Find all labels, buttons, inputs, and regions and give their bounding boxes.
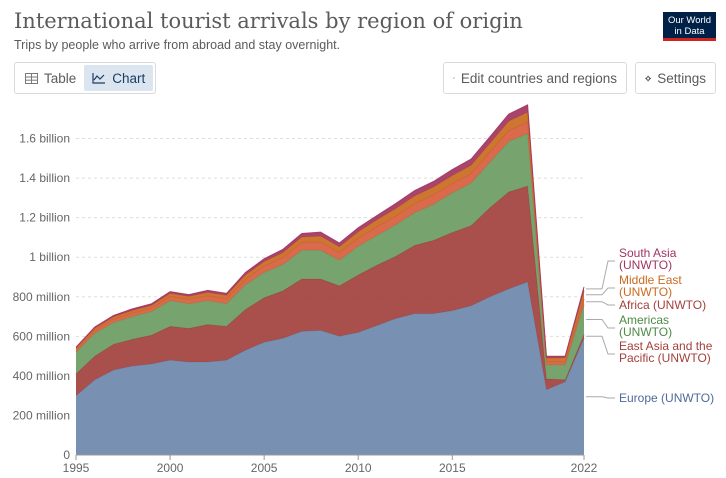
tab-table[interactable]: Table xyxy=(17,65,84,91)
edit-countries-button[interactable]: Edit countries and regions xyxy=(443,62,627,94)
tab-table-label: Table xyxy=(44,70,77,86)
x-tick-label: 2000 xyxy=(157,461,184,475)
y-tick-label: 0 xyxy=(63,448,70,462)
legend-label[interactable]: Africa (UNWTO) xyxy=(619,298,706,312)
area-series-3[interactable] xyxy=(76,122,584,365)
legend-connector xyxy=(586,396,615,399)
logo-line-1: Our World xyxy=(667,15,712,26)
area-series-2[interactable] xyxy=(76,133,584,380)
settings-label: Settings xyxy=(657,70,706,86)
legend-label-line2: Pacific (UNWTO) xyxy=(619,351,711,365)
x-tick-label: 2022 xyxy=(571,461,598,475)
y-tick-label: 1.4 billion xyxy=(19,171,70,185)
area-chart-icon xyxy=(92,73,106,84)
x-tick-label: 2005 xyxy=(251,461,278,475)
series-areas xyxy=(75,104,585,455)
legend-label[interactable]: Europe (UNWTO) xyxy=(619,391,714,405)
legend-label[interactable]: Americas xyxy=(619,313,669,327)
settings-button[interactable]: Settings xyxy=(635,62,716,94)
legend: South Asia(UNWTO)Middle East(UNWTO)Afric… xyxy=(586,246,714,405)
y-tick-label: 1.6 billion xyxy=(19,132,70,146)
x-tick-label: 1995 xyxy=(63,461,90,475)
x-tick-label: 2015 xyxy=(439,461,466,475)
area-series-1[interactable] xyxy=(76,186,584,396)
x-axis: 1995 2000 2005 2010 2015 2022 xyxy=(63,454,598,475)
y-tick-label: 200 million xyxy=(13,408,70,422)
y-axis-ticks: 0 200 million 400 million 600 million 800 mi… xyxy=(13,132,71,462)
area-series-4[interactable] xyxy=(76,112,584,362)
y-tick-label: 400 million xyxy=(13,369,70,383)
legend-label-line2: (UNWTO) xyxy=(619,285,672,299)
pencil-icon xyxy=(453,77,455,79)
legend-label[interactable]: Middle East xyxy=(619,273,682,287)
y-tick-label: 600 million xyxy=(13,329,70,343)
area-series-5[interactable] xyxy=(76,104,584,359)
legend-connector xyxy=(586,260,615,290)
view-tabs: Table Chart xyxy=(14,62,157,94)
area-series-5-edge xyxy=(75,104,585,357)
legend-connector xyxy=(586,287,615,296)
legend-label[interactable]: South Asia xyxy=(619,246,677,260)
y-tick-label: 1 billion xyxy=(29,250,70,264)
owid-logo[interactable]: Our World in Data xyxy=(663,12,716,41)
legend-connector xyxy=(586,301,615,306)
area-series-0[interactable] xyxy=(76,281,584,455)
edit-countries-label: Edit countries and regions xyxy=(460,70,617,86)
table-icon xyxy=(25,72,38,84)
legend-connector xyxy=(586,319,615,329)
gear-icon xyxy=(645,75,651,81)
legend-label[interactable]: East Asia and the xyxy=(619,339,713,353)
logo-line-2: in Data xyxy=(674,26,705,37)
legend-label-line2: (UNWTO) xyxy=(619,325,672,339)
legend-label-line2: (UNWTO) xyxy=(619,258,672,272)
y-tick-label: 800 million xyxy=(13,290,70,304)
tab-chart[interactable]: Chart xyxy=(84,65,154,91)
x-tick-label: 2010 xyxy=(345,461,372,475)
legend-connector xyxy=(586,335,615,355)
chart-subtitle: Trips by people who arrive from abroad a… xyxy=(14,38,341,52)
chart-title: International tourist arrivals by region… xyxy=(14,9,523,33)
y-tick-label: 1.2 billion xyxy=(19,211,70,225)
tab-chart-label: Chart xyxy=(112,70,146,86)
